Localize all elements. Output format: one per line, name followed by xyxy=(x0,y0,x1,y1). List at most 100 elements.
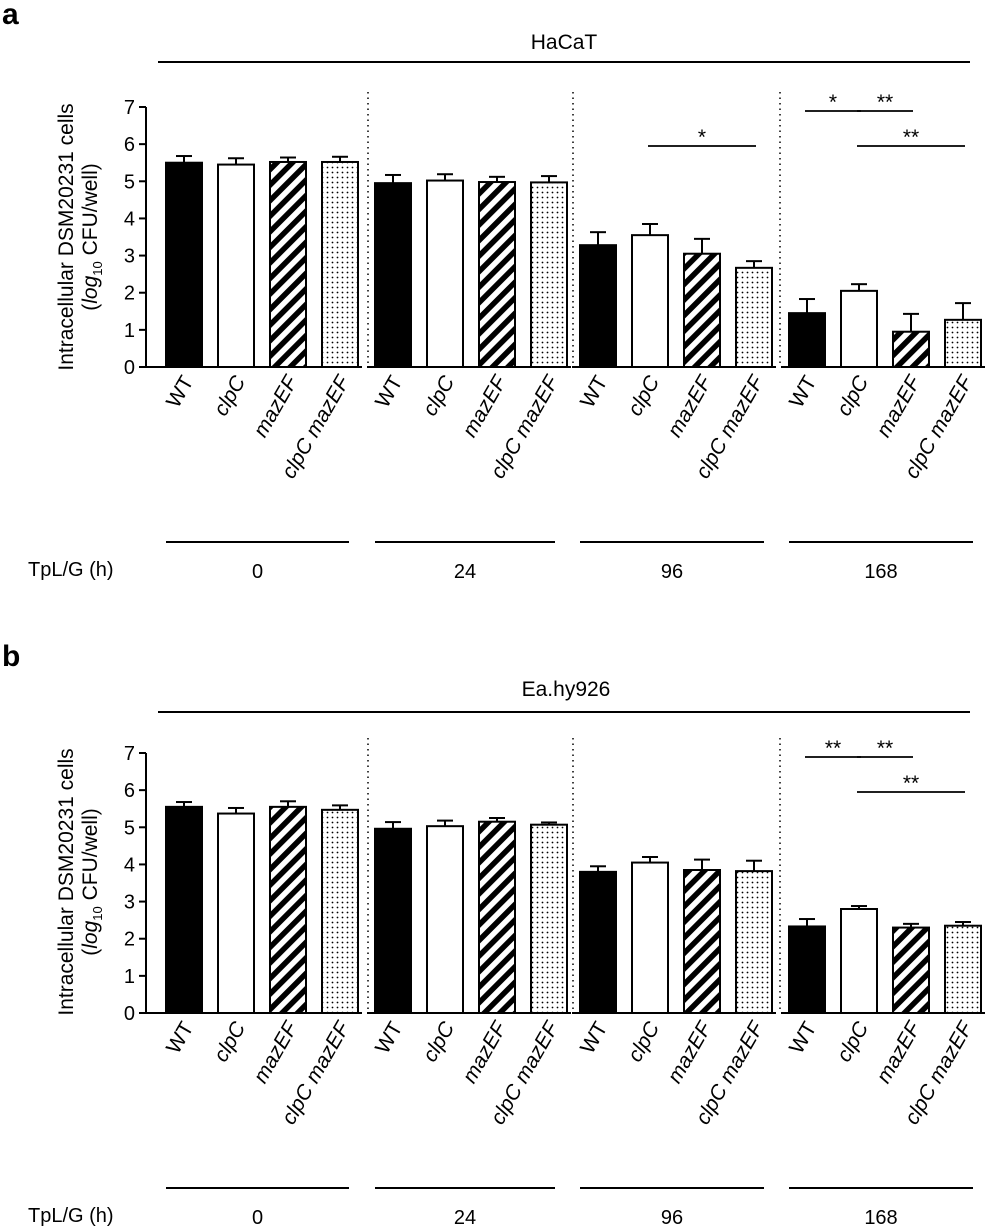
time-axis-label-a: TpL/G (h) xyxy=(28,559,114,581)
panel-letter-b: b xyxy=(2,640,20,673)
y-axis-subtitle-b: (log10 CFU/well) xyxy=(79,808,105,956)
bar-WT-t24 xyxy=(374,827,412,1014)
y-axis-title-b: Intracellular DSM20231 cells xyxy=(55,748,78,1015)
x-tick-label: WT xyxy=(785,372,821,412)
x-tick-label: mazEF xyxy=(872,371,926,441)
significance-stars: * xyxy=(829,91,837,114)
group-time-label: 96 xyxy=(661,1207,683,1226)
y-tick-label: 4 xyxy=(124,208,135,230)
x-tick-label: mazEF xyxy=(663,371,717,441)
bar-mazEF-t96 xyxy=(683,252,721,368)
y-tick-label: 3 xyxy=(124,246,135,268)
group-time-label: 168 xyxy=(864,1207,897,1226)
bar-clpC-mazEF-t24 xyxy=(530,823,568,1015)
y-tick-label: 3 xyxy=(124,892,135,914)
x-tick-label: WT xyxy=(162,1018,198,1058)
bar-mazEF-t24 xyxy=(478,820,516,1015)
y-axis-title-a: Intracellular DSM20231 cells xyxy=(55,103,78,370)
y-tick-label: 0 xyxy=(124,357,135,379)
bar-WT-t168 xyxy=(788,312,826,368)
y-tick-label: 0 xyxy=(124,1003,135,1025)
x-tick-label: WT xyxy=(162,372,198,412)
bar-mazEF-t0 xyxy=(269,160,307,368)
bar-clpC-t168 xyxy=(840,908,878,1014)
bar-clpC-t96 xyxy=(631,861,669,1014)
bar-clpC-t0 xyxy=(217,163,255,368)
x-tick-label: WT xyxy=(576,1018,612,1058)
bar-mazEF-t168 xyxy=(892,926,930,1014)
bar-clpC-t24 xyxy=(426,179,464,368)
y-tick-label: 5 xyxy=(124,171,135,193)
bar-WT-t168 xyxy=(788,925,826,1015)
bar-WT-t24 xyxy=(374,182,412,368)
bar-WT-t0 xyxy=(165,805,203,1014)
group-time-label: 0 xyxy=(252,1207,263,1226)
bar-clpC-mazEF-t168 xyxy=(944,924,982,1015)
y-tick-label: 1 xyxy=(124,966,135,988)
bar-clpC-mazEF-t96 xyxy=(735,266,773,369)
x-tick-label: mazEF xyxy=(249,1017,303,1087)
significance-stars: ** xyxy=(825,737,841,760)
significance-stars: * xyxy=(698,126,706,149)
x-tick-label: clpC xyxy=(209,371,250,420)
bar-mazEF-t96 xyxy=(683,869,721,1014)
y-tick-label: 7 xyxy=(124,97,135,119)
group-time-label: 168 xyxy=(864,561,897,583)
x-tick-label: clpC xyxy=(209,1017,250,1066)
bar-clpC-mazEF-t24 xyxy=(530,181,568,368)
significance-stars: ** xyxy=(877,91,893,114)
y-tick-label: 6 xyxy=(124,780,135,802)
x-tick-label: clpC xyxy=(623,371,664,420)
x-tick-label: clpC xyxy=(832,371,873,420)
bar-clpC-t0 xyxy=(217,812,255,1014)
x-tick-label: WT xyxy=(371,1018,407,1058)
x-tick-label: clpC xyxy=(623,1017,664,1066)
group-time-label: 24 xyxy=(454,561,476,583)
bar-clpC-t168 xyxy=(840,289,878,369)
time-axis-label-b: TpL/G (h) xyxy=(28,1205,114,1226)
cell-line-title-a: HaCaT xyxy=(531,31,598,54)
bar-WT-t0 xyxy=(165,161,203,368)
x-tick-label: clpC xyxy=(418,1017,459,1066)
y-tick-label: 6 xyxy=(124,134,135,156)
panel-letter-a: a xyxy=(2,0,19,31)
bar-WT-t96 xyxy=(579,870,617,1014)
x-tick-label: clpC xyxy=(832,1017,873,1066)
x-tick-label: mazEF xyxy=(458,1017,512,1087)
significance-stars: ** xyxy=(903,126,919,149)
bar-clpC-mazEF-t168 xyxy=(944,318,982,369)
y-tick-label: 2 xyxy=(124,929,135,951)
panel-a: a HaCaT Intracellular DSM20231 cells (lo… xyxy=(2,0,985,583)
significance-stars: ** xyxy=(903,772,919,795)
y-tick-label: 2 xyxy=(124,283,135,305)
x-tick-label: mazEF xyxy=(458,371,512,441)
cell-line-title-b: Ea.hy926 xyxy=(522,678,611,701)
bar-clpC-mazEF-t0 xyxy=(321,160,359,368)
bar-clpC-t24 xyxy=(426,825,464,1015)
bar-clpC-mazEF-t0 xyxy=(321,808,359,1014)
panel-b: b Ea.hy926 Intracellular DSM20231 cells … xyxy=(2,640,985,1226)
bar-mazEF-t168 xyxy=(892,330,930,369)
bar-clpC-mazEF-t96 xyxy=(735,870,773,1014)
bar-mazEF-t0 xyxy=(269,805,307,1014)
y-axis-subtitle-a: (log10 CFU/well) xyxy=(79,163,105,311)
y-tick-label: 7 xyxy=(124,743,135,765)
x-tick-label: clpC xyxy=(418,371,459,420)
x-tick-label: mazEF xyxy=(249,371,303,441)
y-tick-label: 4 xyxy=(124,854,135,876)
x-tick-label: WT xyxy=(371,372,407,412)
x-tick-label: WT xyxy=(576,372,612,412)
group-time-label: 0 xyxy=(252,561,263,583)
bar-mazEF-t24 xyxy=(478,181,516,368)
significance-stars: ** xyxy=(877,737,893,760)
x-tick-label: mazEF xyxy=(872,1017,926,1087)
x-tick-label: WT xyxy=(785,1018,821,1058)
y-tick-label: 5 xyxy=(124,817,135,839)
y-tick-label: 1 xyxy=(124,320,135,342)
group-time-label: 96 xyxy=(661,561,683,583)
x-tick-label: mazEF xyxy=(663,1017,717,1087)
bar-WT-t96 xyxy=(579,244,617,369)
